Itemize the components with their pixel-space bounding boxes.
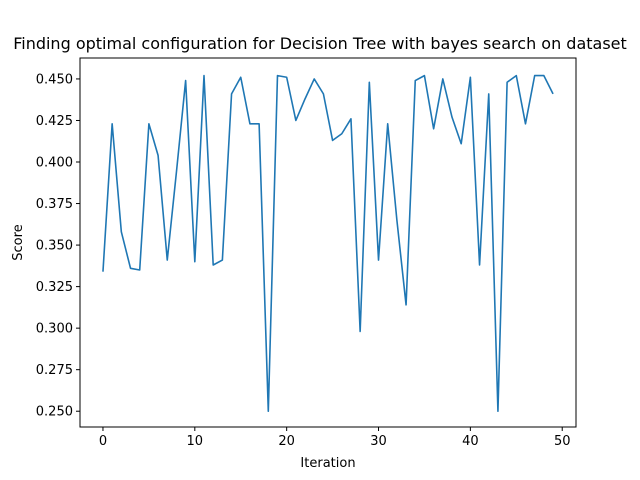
y-axis-label: Score [11,224,26,260]
y-tick-label: 0.400 [36,156,73,171]
y-tick-label: 0.275 [36,363,73,378]
x-axis-label: Iteration [300,456,355,471]
y-tick-label: 0.325 [36,280,73,295]
x-tick-label: 40 [462,434,479,449]
x-tick-label: 20 [278,434,295,449]
y-tick-label: 0.375 [36,197,73,212]
y-tick-label: 0.350 [36,239,73,254]
x-tick-label: 50 [554,434,571,449]
axis-ticks: 0 10 20 30 40 50 0.250 0.275 0.300 0.325 0.350 0.37… [36,72,571,449]
plot-series [102,74,554,413]
series-line [102,74,554,413]
y-tick-label: 0.250 [36,405,73,420]
plot-frame [79,57,577,428]
x-tick-label: 30 [370,434,387,449]
x-tick-label: 0 [99,434,107,449]
x-tick-label: 10 [187,434,204,449]
y-tick-label: 0.450 [36,72,73,87]
chart-title: Finding optimal configuration for Decisi… [13,34,627,53]
y-tick-label: 0.425 [36,114,73,129]
y-tick-label: 0.300 [36,322,73,337]
